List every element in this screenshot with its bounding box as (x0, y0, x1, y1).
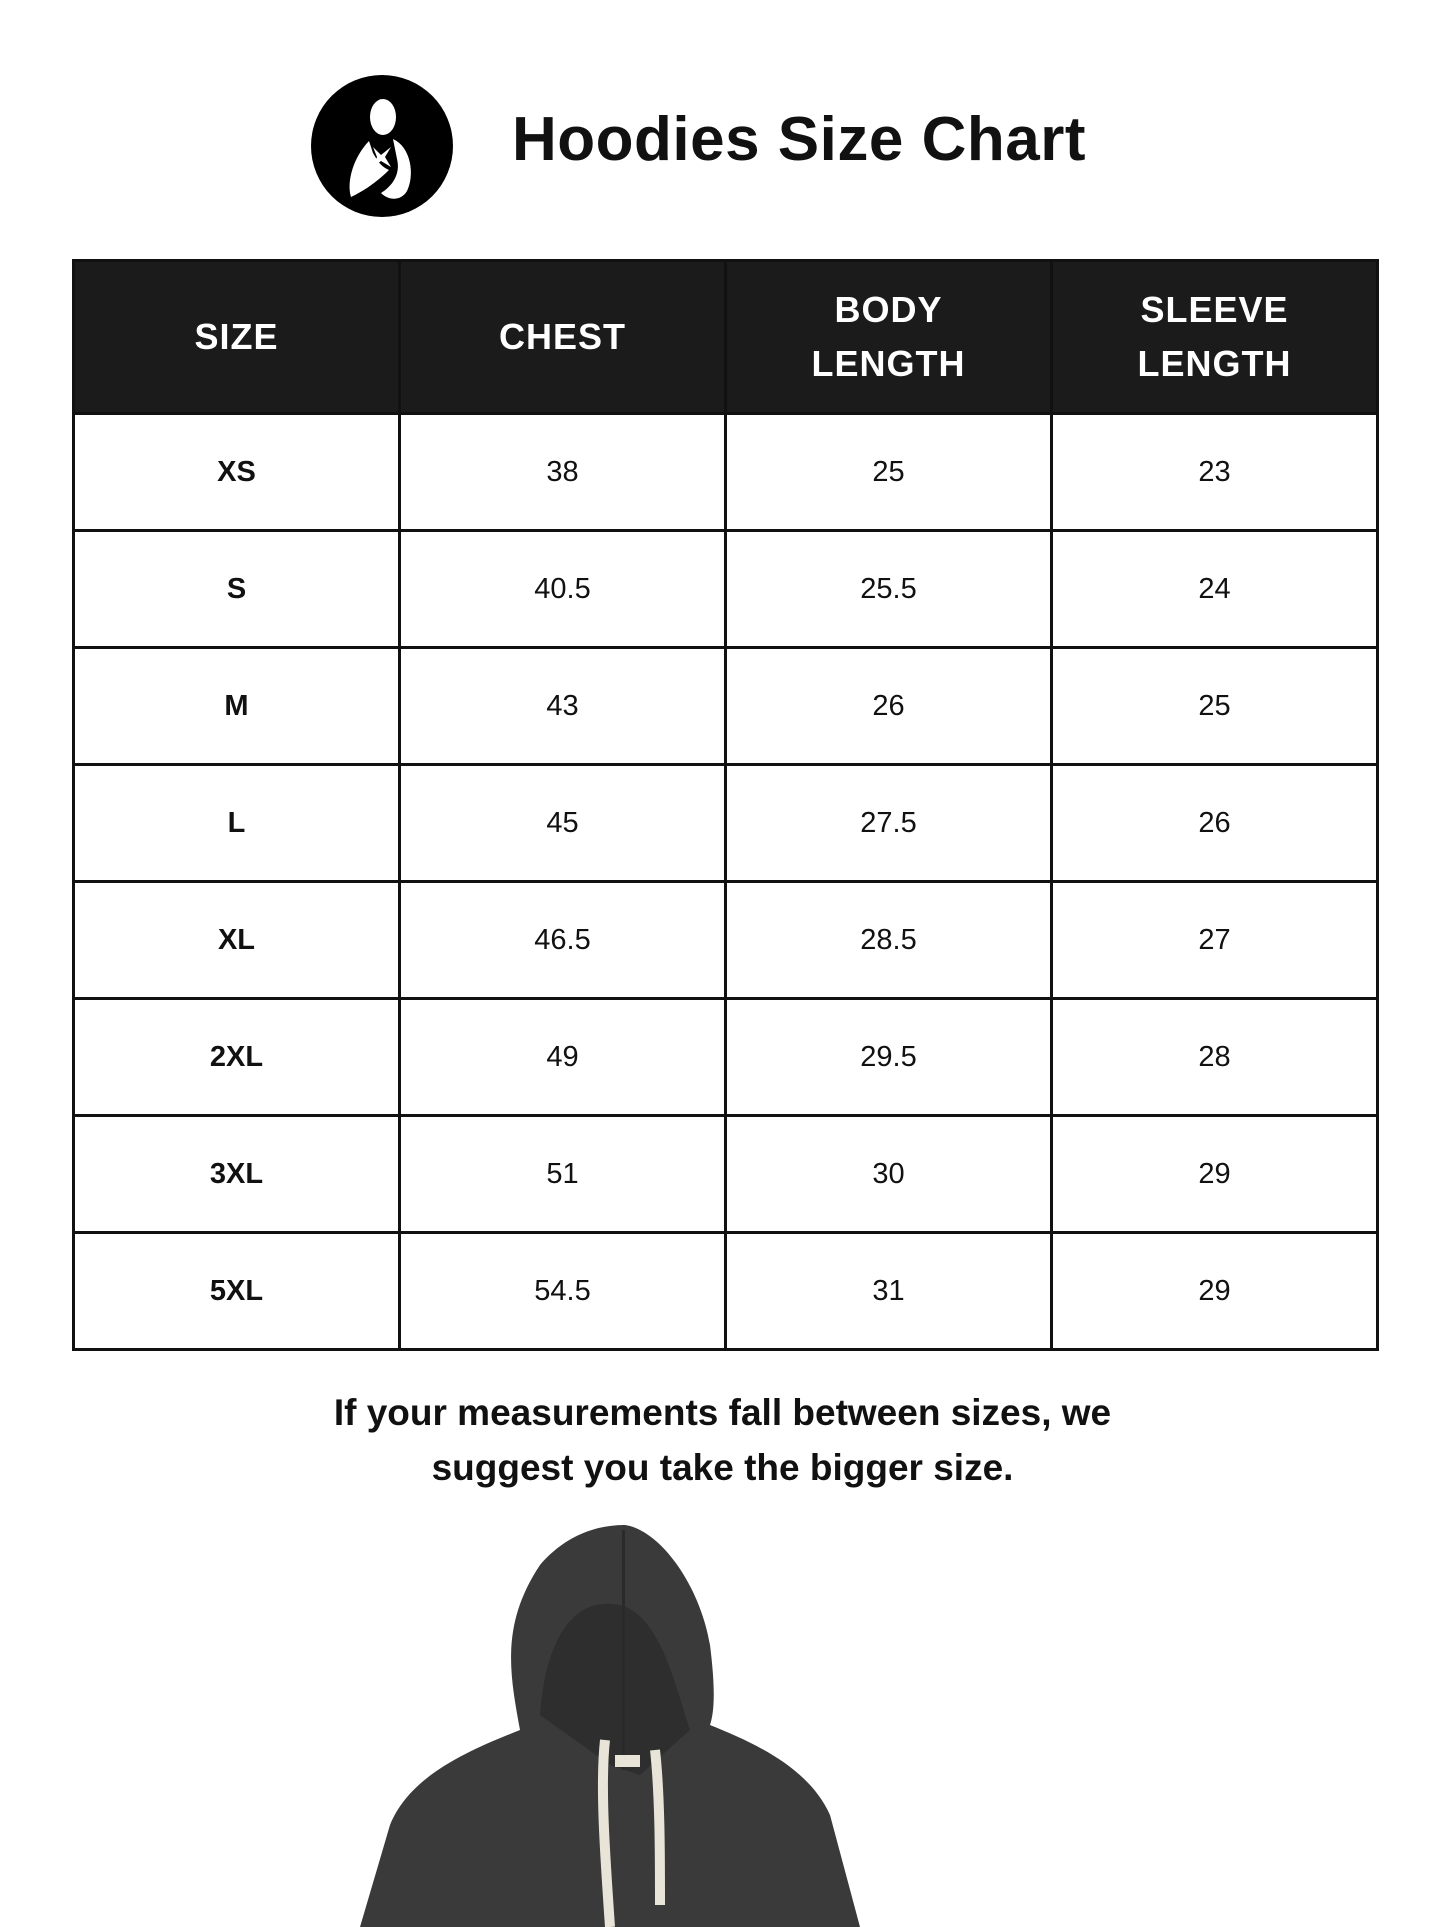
cell-sleeve-length: 25 (1050, 646, 1379, 766)
cell-sleeve-length: 24 (1050, 529, 1379, 649)
cell-chest: 51 (398, 1114, 727, 1234)
cell-chest: 43 (398, 646, 727, 766)
cell-body-length: 29.5 (724, 997, 1053, 1117)
header-label: BODY (834, 289, 943, 330)
cell-chest: 45 (398, 763, 727, 883)
cell-size: 2XL (72, 997, 401, 1117)
cell-sleeve-length: 29 (1050, 1231, 1379, 1351)
table-row: 2XL 49 29.5 28 (72, 997, 1379, 1117)
cell-body-length: 27.5 (724, 763, 1053, 883)
cell-body-length: 25.5 (724, 529, 1053, 649)
header-size: SIZE (72, 259, 401, 415)
cell-body-length: 31 (724, 1231, 1053, 1351)
cell-size: XS (72, 412, 401, 532)
cell-size: XL (72, 880, 401, 1000)
cell-chest: 49 (398, 997, 727, 1117)
cell-body-length: 30 (724, 1114, 1053, 1234)
cell-sleeve-length: 29 (1050, 1114, 1379, 1234)
cell-sleeve-length: 26 (1050, 763, 1379, 883)
cell-sleeve-length: 23 (1050, 412, 1379, 532)
page-title: Hoodies Size Chart (512, 105, 1086, 174)
header-label: LENGTH (811, 343, 966, 384)
cell-size: S (72, 529, 401, 649)
cell-chest: 40.5 (398, 529, 727, 649)
cell-body-length: 25 (724, 412, 1053, 532)
cell-chest: 38 (398, 412, 727, 532)
table-row: 5XL 54.5 31 29 (72, 1231, 1379, 1351)
hoodie-product-image (360, 1525, 860, 1927)
table-row: 3XL 51 30 29 (72, 1114, 1379, 1234)
cell-body-length: 26 (724, 646, 1053, 766)
table-row: S 40.5 25.5 24 (72, 529, 1379, 649)
cell-size: 5XL (72, 1231, 401, 1351)
note-line: If your measurements fall between sizes,… (333, 1392, 1112, 1433)
header-sleeve-length: SLEEVE LENGTH (1050, 259, 1379, 415)
cell-chest: 46.5 (398, 880, 727, 1000)
table-row: XS 38 25 23 (72, 412, 1379, 532)
size-chart-table: SIZE CHEST BODY LENGTH SLEEVE LENGTH XS 38 2… (72, 259, 1379, 1351)
header-chest: CHEST (398, 259, 727, 415)
table-header-row: SIZE CHEST BODY LENGTH SLEEVE LENGTH (72, 259, 1379, 415)
cell-size: M (72, 646, 401, 766)
cell-size: 3XL (72, 1114, 401, 1234)
header-label: SIZE (194, 316, 279, 357)
cell-sleeve-length: 28 (1050, 997, 1379, 1117)
table-row: M 43 26 25 (72, 646, 1379, 766)
header-label: SLEEVE (1140, 289, 1289, 330)
table-row: XL 46.5 28.5 27 (72, 880, 1379, 1000)
brand-logo-icon (311, 75, 453, 217)
sizing-note: If your measurements fall between sizes,… (0, 1385, 1445, 1495)
cell-sleeve-length: 27 (1050, 880, 1379, 1000)
cell-chest: 54.5 (398, 1231, 727, 1351)
header-body-length: BODY LENGTH (724, 259, 1053, 415)
header-label: CHEST (498, 316, 626, 357)
table-row: L 45 27.5 26 (72, 763, 1379, 883)
note-line: suggest you take the bigger size. (431, 1447, 1014, 1488)
cell-body-length: 28.5 (724, 880, 1053, 1000)
cell-size: L (72, 763, 401, 883)
header-label: LENGTH (1137, 343, 1292, 384)
